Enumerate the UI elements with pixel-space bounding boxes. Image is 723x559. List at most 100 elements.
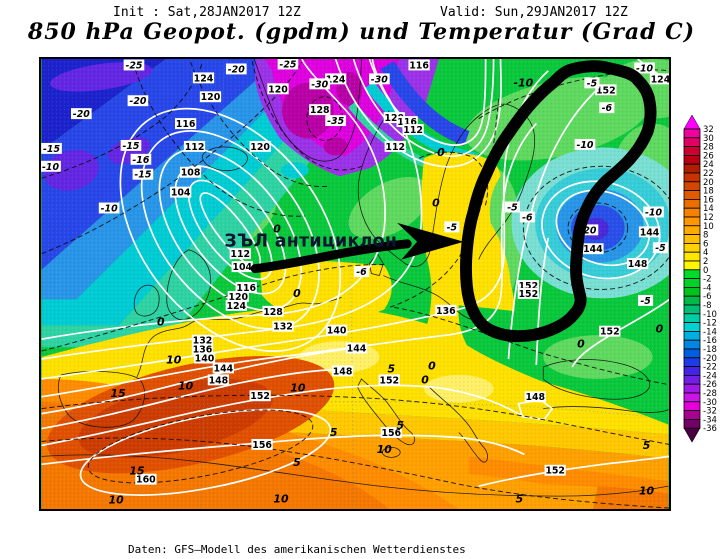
svg-text:-2: -2 <box>703 275 711 285</box>
svg-text:112: 112 <box>230 249 250 260</box>
svg-text:22: 22 <box>703 169 714 179</box>
svg-text:-15: -15 <box>122 141 139 152</box>
init-time-label: Init : Sat,28JAN2017 12Z <box>113 5 301 20</box>
annotation-arrow-head <box>397 222 464 260</box>
svg-text:6: 6 <box>703 239 708 249</box>
svg-text:116: 116 <box>236 283 256 294</box>
svg-text:144: 144 <box>347 344 367 355</box>
svg-text:-30: -30 <box>311 79 328 90</box>
svg-text:108: 108 <box>181 168 201 179</box>
svg-text:-5: -5 <box>640 296 651 307</box>
svg-text:132: 132 <box>273 322 293 333</box>
svg-text:-6: -6 <box>522 212 533 223</box>
svg-text:124: 124 <box>226 301 246 312</box>
svg-text:156: 156 <box>381 428 401 439</box>
svg-text:8: 8 <box>703 231 708 241</box>
svg-text:148: 148 <box>333 366 353 377</box>
svg-text:116: 116 <box>176 119 196 130</box>
svg-text:144: 144 <box>583 244 603 255</box>
svg-text:4: 4 <box>703 248 708 258</box>
map-canvas: 1041081121161201241201241281201161201161… <box>41 59 669 509</box>
svg-text:-10: -10 <box>42 162 59 173</box>
svg-text:10: 10 <box>377 443 393 456</box>
svg-text:104: 104 <box>232 262 252 273</box>
svg-text:160: 160 <box>136 475 156 486</box>
svg-text:10: 10 <box>290 381 306 394</box>
svg-text:5: 5 <box>516 493 524 506</box>
svg-text:5: 5 <box>643 439 651 452</box>
svg-text:0: 0 <box>428 359 436 372</box>
svg-text:-25: -25 <box>125 60 142 71</box>
svg-text:124: 124 <box>651 74 669 85</box>
svg-text:152: 152 <box>519 281 539 292</box>
svg-text:28: 28 <box>703 143 714 153</box>
svg-text:-10: -10 <box>703 310 717 320</box>
annotation: ЗЪЛ антициклон <box>224 60 657 343</box>
svg-text:120: 120 <box>201 92 221 103</box>
svg-text:2: 2 <box>703 257 708 267</box>
svg-text:-20: -20 <box>73 109 90 120</box>
svg-text:148: 148 <box>525 392 545 403</box>
svg-text:148: 148 <box>628 259 648 270</box>
svg-text:10: 10 <box>166 353 182 366</box>
svg-text:-8: -8 <box>703 301 711 311</box>
svg-text:-30: -30 <box>371 74 388 85</box>
svg-text:128: 128 <box>263 307 283 318</box>
svg-text:152: 152 <box>519 289 539 300</box>
svg-text:0: 0 <box>421 373 429 386</box>
svg-text:5: 5 <box>293 456 301 469</box>
svg-text:-16: -16 <box>703 336 717 346</box>
svg-text:-36: -36 <box>703 424 717 434</box>
svg-text:-20: -20 <box>228 64 245 75</box>
svg-text:20: 20 <box>703 178 714 188</box>
valid-time-label: Valid: Sun,29JAN2017 12Z <box>440 5 628 20</box>
weather-map: 104 108 112 116 120 124 120 124 128 120 116 120 116 1… <box>39 57 671 511</box>
svg-text:124: 124 <box>326 74 346 85</box>
svg-text:-10: -10 <box>576 140 593 151</box>
svg-text:152: 152 <box>379 375 399 386</box>
svg-text:-20: -20 <box>703 354 717 364</box>
svg-text:32: 32 <box>703 125 714 135</box>
svg-text:-30: -30 <box>703 398 717 408</box>
svg-text:116: 116 <box>397 117 417 128</box>
svg-text:-5: -5 <box>447 222 458 233</box>
temperature-contours <box>41 60 669 509</box>
svg-text:104: 104 <box>171 188 191 199</box>
svg-text:116: 116 <box>409 60 429 71</box>
svg-text:112: 112 <box>403 125 423 136</box>
svg-text:30: 30 <box>703 134 714 144</box>
svg-text:-10: -10 <box>101 203 118 214</box>
svg-text:-35: -35 <box>327 116 344 127</box>
svg-text:0: 0 <box>273 222 281 235</box>
svg-text:5: 5 <box>387 362 395 375</box>
annotation-text: ЗЪЛ антициклон <box>224 232 397 252</box>
svg-text:10: 10 <box>108 494 124 507</box>
svg-text:-14: -14 <box>703 327 717 337</box>
svg-text:10: 10 <box>703 222 714 232</box>
geopotential-contours <box>41 59 669 496</box>
svg-text:136: 136 <box>436 306 456 317</box>
svg-text:-6: -6 <box>602 103 613 114</box>
svg-text:5: 5 <box>396 419 404 432</box>
svg-text:15: 15 <box>110 387 126 400</box>
svg-text:0: 0 <box>157 316 165 329</box>
svg-text:18: 18 <box>703 187 714 197</box>
svg-text:5: 5 <box>330 426 338 439</box>
svg-text:-4: -4 <box>703 283 711 293</box>
geopotential-labels: 1041081121161201241201241281201161201161… <box>135 59 669 486</box>
annotation-arrow-shaft <box>250 239 412 274</box>
svg-text:-28: -28 <box>703 389 717 399</box>
svg-text:-32: -32 <box>703 407 717 417</box>
svg-text:-22: -22 <box>703 363 717 373</box>
svg-text:0: 0 <box>437 146 445 159</box>
svg-text:152: 152 <box>600 327 620 338</box>
map-title: 850 hPa Geopot. (gpdm) und Temperatur (G… <box>27 19 696 45</box>
svg-text:0: 0 <box>577 338 585 351</box>
svg-text:0: 0 <box>656 323 664 336</box>
svg-text:0: 0 <box>703 266 708 276</box>
svg-text:-15: -15 <box>134 170 151 181</box>
svg-text:152: 152 <box>596 85 616 96</box>
svg-text:120: 120 <box>268 84 288 95</box>
svg-text:-10: -10 <box>636 63 653 74</box>
